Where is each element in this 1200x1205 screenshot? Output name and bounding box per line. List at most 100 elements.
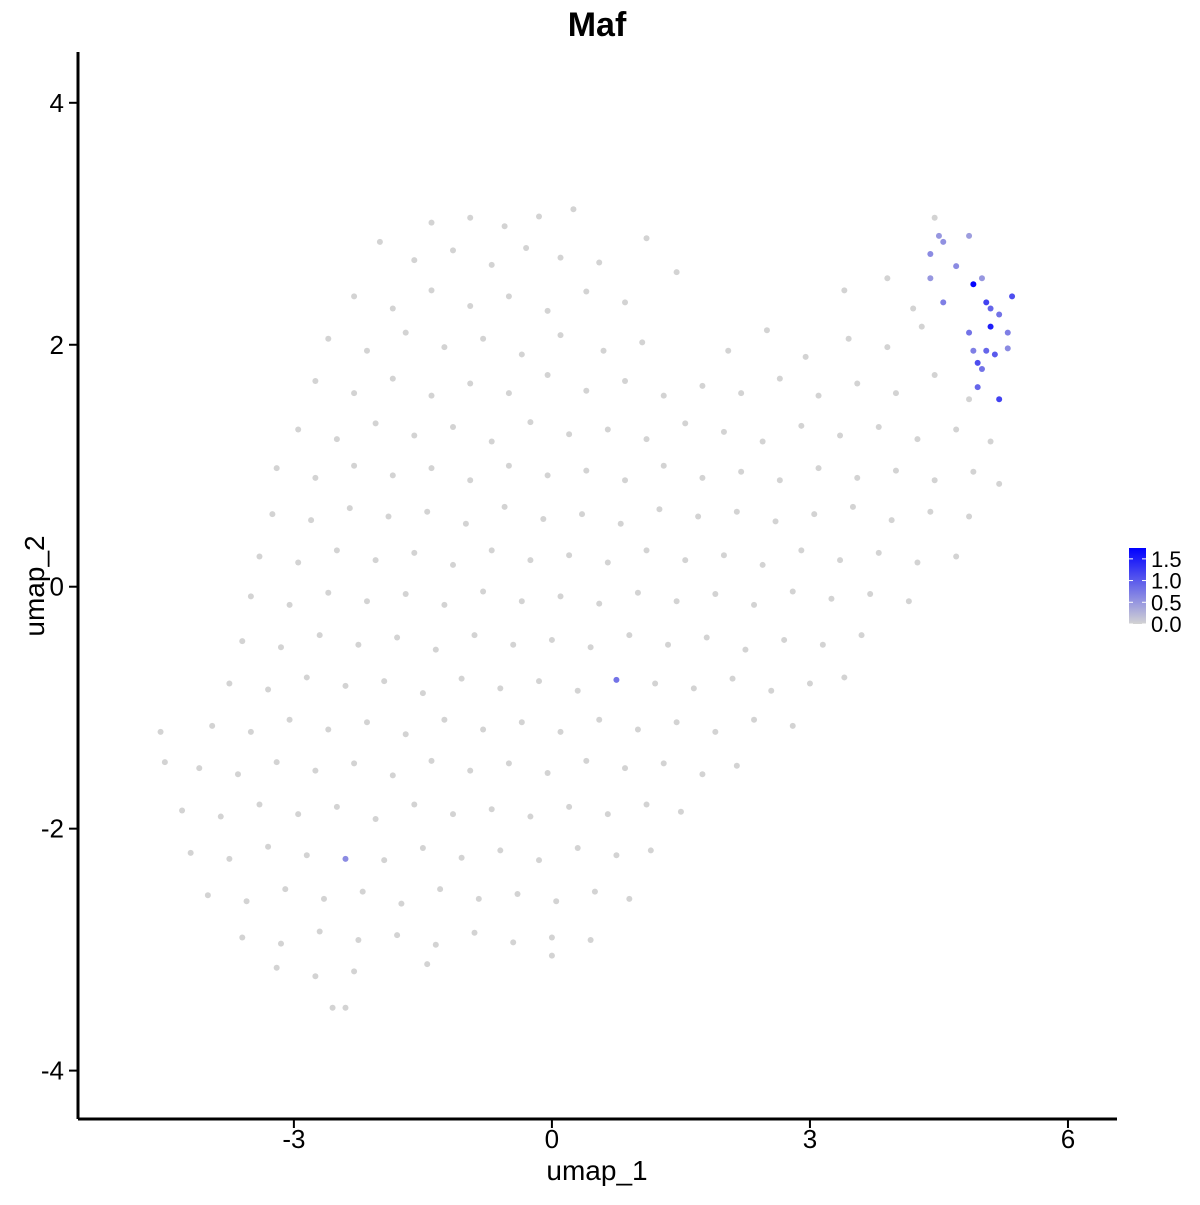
cell-point — [518, 351, 525, 358]
cell-point — [381, 857, 388, 864]
cell-point — [325, 335, 332, 342]
cell-point — [703, 634, 710, 641]
cell-point — [613, 852, 620, 859]
cell-point — [626, 895, 633, 902]
cell-point — [536, 213, 543, 220]
cell-point — [273, 465, 280, 472]
cell-point — [682, 557, 689, 564]
cell-point — [277, 940, 284, 947]
cell-point — [613, 676, 620, 683]
cell-point — [428, 219, 435, 226]
cell-point — [247, 593, 254, 600]
cell-point — [738, 468, 745, 475]
cell-point — [583, 467, 590, 474]
cell-point — [355, 936, 362, 943]
cell-point — [488, 806, 495, 813]
cell-point — [544, 372, 551, 379]
cell-point — [277, 644, 284, 651]
y-tick-label: 4 — [50, 88, 64, 118]
cell-point — [273, 759, 280, 766]
cell-point — [828, 595, 835, 602]
cell-point — [450, 561, 457, 568]
cell-point — [536, 857, 543, 864]
cell-point — [725, 347, 732, 354]
cell-point — [596, 259, 603, 266]
cell-point — [673, 719, 680, 726]
cell-point — [660, 760, 667, 767]
cell-point — [411, 257, 418, 264]
cell-point — [867, 590, 874, 597]
cell-point — [970, 468, 977, 475]
cell-point — [798, 422, 805, 429]
cell-point — [303, 852, 310, 859]
cell-point — [656, 506, 663, 513]
cell-point — [699, 382, 706, 389]
cell-point — [204, 892, 211, 899]
cell-point — [905, 598, 912, 605]
cell-point — [837, 432, 844, 439]
cell-point — [381, 678, 388, 685]
cell-point — [966, 513, 973, 520]
cell-point — [983, 347, 990, 354]
cell-point — [695, 513, 702, 520]
cell-point — [480, 335, 487, 342]
cell-point — [751, 601, 758, 608]
cell-point — [389, 375, 396, 382]
cell-point — [634, 726, 641, 733]
cell-point — [544, 472, 551, 479]
cell-point — [841, 674, 848, 681]
cell-point — [398, 900, 405, 907]
cell-point — [424, 508, 431, 515]
cell-point — [974, 359, 981, 366]
cell-point — [884, 344, 891, 351]
cell-point — [931, 372, 938, 379]
cell-point — [312, 378, 319, 385]
cell-point — [351, 293, 358, 300]
cell-point — [647, 847, 654, 854]
cell-point — [789, 588, 796, 595]
cell-point — [914, 436, 921, 443]
cell-point — [634, 589, 641, 596]
cell-point — [471, 632, 478, 639]
cell-point — [458, 854, 465, 861]
cell-point — [303, 674, 310, 681]
cell-point — [411, 801, 418, 808]
cell-point — [363, 347, 370, 354]
cell-point — [389, 472, 396, 479]
cell-point — [583, 288, 590, 295]
cell-point — [247, 728, 254, 735]
cell-point — [751, 716, 758, 723]
cell-point — [488, 547, 495, 554]
cell-point — [927, 275, 934, 282]
cell-point — [402, 329, 409, 336]
cell-point — [497, 685, 504, 692]
colorbar — [1129, 548, 1146, 624]
cell-point — [458, 675, 465, 682]
cell-point — [346, 505, 353, 512]
cell-point — [428, 287, 435, 294]
cell-point — [699, 474, 706, 481]
cell-point — [815, 465, 822, 472]
cell-point — [428, 465, 435, 472]
cell-point — [467, 303, 474, 310]
cell-point — [527, 419, 534, 426]
cell-point — [518, 598, 525, 605]
cell-point — [467, 767, 474, 774]
colorbar-tick-label: 0.5 — [1151, 590, 1182, 615]
cell-point — [626, 632, 633, 639]
cell-point — [931, 214, 938, 221]
cell-point — [501, 503, 508, 510]
cell-point — [910, 305, 917, 312]
cell-point — [643, 235, 650, 242]
cell-point — [987, 305, 994, 312]
cell-point — [699, 771, 706, 778]
cell-point — [450, 247, 457, 254]
cell-point — [768, 687, 775, 694]
cell-point — [471, 929, 478, 936]
cell-point — [217, 813, 224, 820]
cell-point — [596, 600, 603, 607]
cell-point — [1004, 345, 1011, 352]
cell-point — [351, 462, 358, 469]
cell-point — [673, 598, 680, 605]
cell-point — [312, 474, 319, 481]
